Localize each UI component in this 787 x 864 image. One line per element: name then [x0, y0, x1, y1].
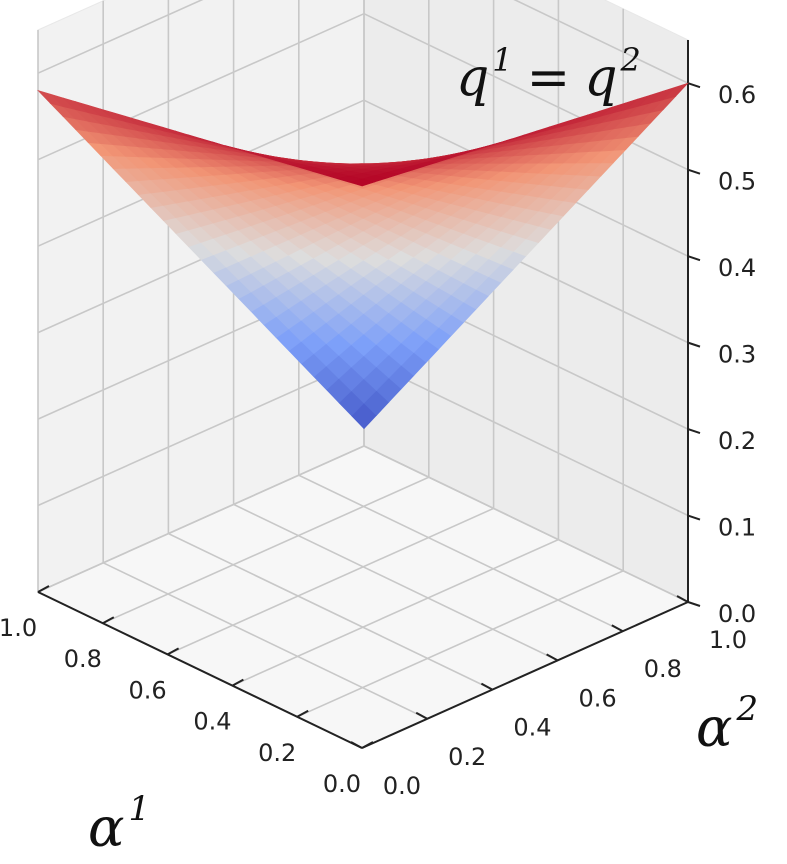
- x-tick-mark: [37, 585, 50, 593]
- surface-cell: [348, 178, 376, 187]
- x-tick-label: 0.0: [323, 770, 361, 798]
- y-tick-mark: [350, 741, 363, 749]
- chart-title: q1 = q2: [456, 41, 641, 108]
- z-tick-mark: [687, 82, 701, 89]
- z-tick-label: 0.4: [718, 254, 756, 282]
- axis-lines: [37, 40, 701, 749]
- y-axis-line: [361, 601, 689, 749]
- y-tick-mark: [546, 653, 559, 662]
- x-tick-mark: [231, 678, 244, 687]
- z-tick-label: 0.6: [718, 81, 756, 109]
- x-tick-label: 0.6: [129, 676, 167, 704]
- z-tick-label: 0.1: [718, 514, 756, 542]
- y-tick-label: 0.4: [513, 714, 551, 742]
- y-tick-mark: [676, 595, 689, 603]
- tick-labels: 0.00.20.40.60.81.00.00.20.40.60.81.00.00…: [0, 81, 756, 800]
- x-axis-line: [37, 591, 363, 749]
- y-tick-label: 0.6: [579, 684, 617, 712]
- x-tick-mark: [296, 709, 309, 718]
- z-tick-label: 0.3: [718, 341, 756, 369]
- grid-line-z: [37, 0, 689, 84]
- grid-line-z: [37, 445, 689, 603]
- y-tick-label: 0.8: [644, 655, 682, 683]
- x-tick-label: 0.8: [64, 645, 102, 673]
- z-tick-label: 0.2: [718, 427, 756, 455]
- surface-mesh: [36, 82, 690, 430]
- z-tick-label: 0.0: [718, 600, 756, 628]
- z-tick-mark: [687, 514, 701, 521]
- x-tick-mark: [361, 741, 374, 749]
- z-tick-mark: [687, 428, 701, 435]
- x-tick-label: 0.2: [258, 739, 296, 767]
- z-tick-mark: [687, 341, 701, 348]
- z-tick-mark: [687, 255, 701, 262]
- x-tick-label: 1.0: [0, 614, 37, 642]
- y-tick-mark: [480, 682, 493, 691]
- x-tick-mark: [167, 647, 180, 656]
- y-tick-label: 0.0: [383, 772, 421, 800]
- y-tick-label: 0.2: [448, 743, 486, 771]
- x-tick-mark: [102, 616, 115, 625]
- z-tick-label: 0.5: [718, 168, 756, 196]
- z-tick-mark: [687, 601, 701, 607]
- y-tick-mark: [611, 624, 624, 633]
- y-tick-mark: [415, 711, 428, 720]
- x-tick-label: 0.4: [193, 708, 231, 736]
- y-tick-label: 1.0: [709, 626, 747, 654]
- z-tick-mark: [687, 168, 701, 175]
